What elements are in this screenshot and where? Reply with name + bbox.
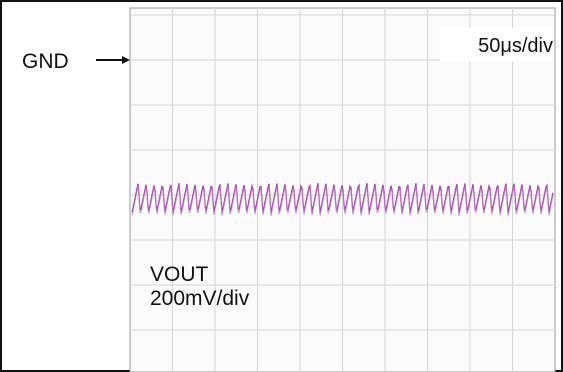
scope-screenshot: GND 50μs/div VOUT 200mV/div xyxy=(0,0,563,372)
volt-scale: 200mV/div xyxy=(150,287,250,310)
channel-label: VOUT xyxy=(150,263,209,286)
ground-label: GND xyxy=(22,50,69,73)
time-scale: 50μs/div xyxy=(478,35,553,57)
